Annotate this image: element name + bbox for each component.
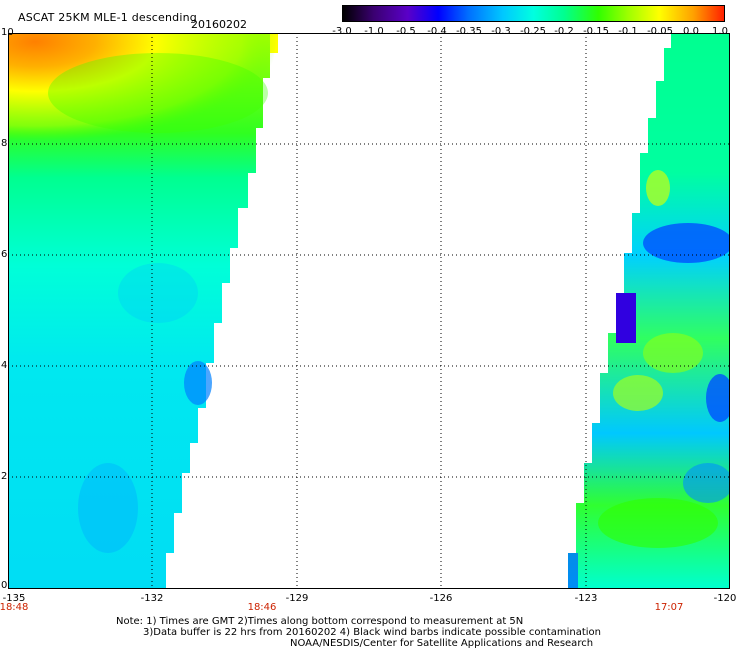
right-swath (568, 33, 730, 589)
blue-patch (683, 463, 730, 503)
map-frame (8, 33, 730, 589)
wind-speed-map (8, 33, 730, 589)
lat-tick-label: 2 (1, 471, 8, 482)
colorbar (342, 5, 725, 22)
footnote-line: Note: 1) Times are GMT 2)Times along bot… (116, 616, 524, 627)
blue-patch (568, 553, 578, 589)
green-patch (48, 53, 268, 133)
lat-tick-label: 8 (1, 138, 8, 149)
lon-tick-label: -120 (713, 593, 737, 604)
colorbar-label: -0.3 (491, 26, 511, 37)
green-patch (613, 375, 663, 411)
colorbar-label: 1.0 (712, 26, 728, 37)
lon-tick-label: -135 (2, 593, 26, 604)
colorbar-label: -0.1 (618, 26, 638, 37)
lon-tick-label: -126 (429, 593, 453, 604)
colorbar-label: -0.35 (456, 26, 482, 37)
colorbar-label: -0.2 (554, 26, 574, 37)
lat-tick-label: 10 (1, 27, 14, 38)
blue-patch (184, 361, 212, 405)
lon-tick-label: -129 (285, 593, 309, 604)
left-swath (8, 33, 278, 589)
colorbar-label: -1.0 (364, 26, 384, 37)
colorbar-label: -0.25 (520, 26, 546, 37)
colorbar-label: -3.0 (332, 26, 352, 37)
footnote-line: NOAA/NESDIS/Center for Satellite Applica… (290, 638, 594, 649)
blue-patch (643, 223, 730, 263)
time-label: 18:48 (0, 602, 29, 613)
map-title: ASCAT 25KM MLE-1 descending (18, 11, 197, 24)
colorbar-label: -0.5 (396, 26, 416, 37)
blue-patch (706, 374, 730, 422)
lat-tick-label: 4 (1, 360, 8, 371)
colorbar-label: -0.15 (583, 26, 609, 37)
footnote-line: 3)Data buffer is 22 hrs from 20160202 4)… (143, 627, 601, 638)
lon-tick-label: -132 (140, 593, 164, 604)
blue-patch (78, 463, 138, 553)
blue-patch (118, 263, 198, 323)
colorbar-label: -0.4 (427, 26, 447, 37)
colorbar-label: 0.0 (683, 26, 699, 37)
lon-tick-label: -123 (574, 593, 598, 604)
blue-patch (616, 293, 636, 343)
grid-lines (8, 33, 730, 589)
green-patch (598, 498, 718, 548)
map-date: 20160202 (191, 18, 247, 31)
lat-tick-label: 6 (1, 249, 8, 260)
orange-region (8, 33, 278, 143)
green-patch (643, 333, 703, 373)
time-label: 17:07 (654, 602, 684, 613)
lat-tick-label: 0 (1, 580, 8, 591)
colorbar-label: -0.05 (647, 26, 673, 37)
green-patch (646, 170, 670, 206)
time-label: 18:46 (247, 602, 277, 613)
